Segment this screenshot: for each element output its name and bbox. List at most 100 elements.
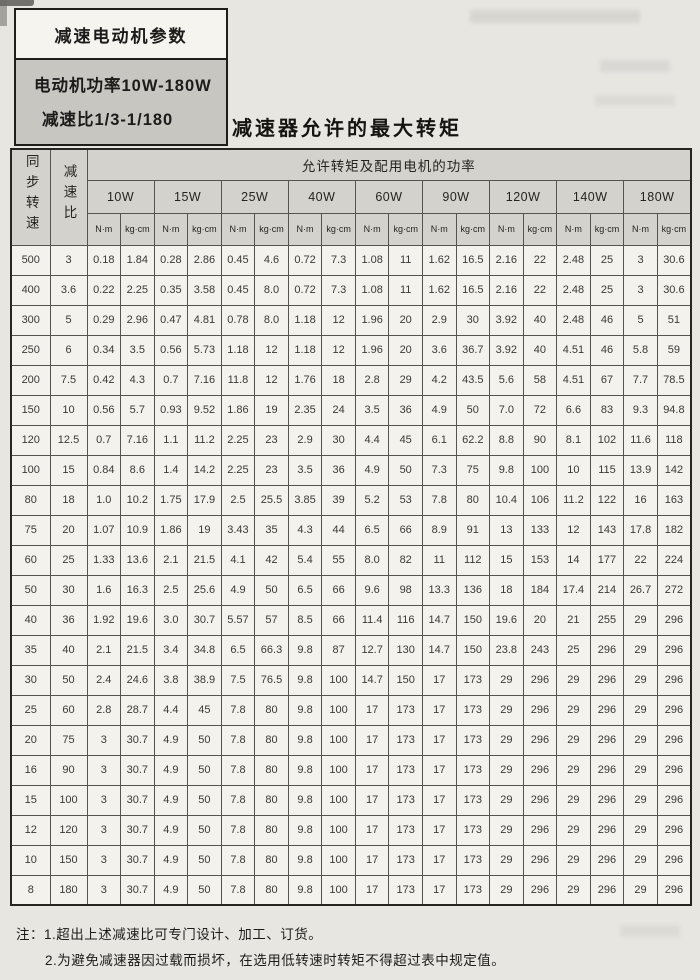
value-cell: 115 <box>589 454 625 486</box>
value-cell: 10.4 <box>489 484 524 516</box>
value-cell: 3 <box>86 874 122 906</box>
value-cell: 173 <box>455 724 491 756</box>
value-cell: 23 <box>254 424 289 456</box>
value-cell: 7.8 <box>220 694 256 726</box>
value-cell: 7.8 <box>220 784 256 816</box>
speed-cell: 60 <box>10 544 51 576</box>
value-cell: 2.5 <box>153 574 189 606</box>
value-cell: 17 <box>354 814 390 846</box>
value-cell: 8.1 <box>556 424 591 456</box>
value-cell: 25 <box>556 634 591 666</box>
value-cell: 62.2 <box>455 424 491 456</box>
value-cell: 1.18 <box>287 334 323 366</box>
value-cell: 59 <box>656 334 692 366</box>
value-cell: 30.7 <box>120 784 155 816</box>
value-cell: 100 <box>522 454 558 486</box>
value-cell: 22 <box>623 544 658 576</box>
value-cell: 1.96 <box>354 304 390 336</box>
value-cell: 19 <box>187 514 222 546</box>
ratio-column-header: 减速比 <box>49 148 88 246</box>
value-cell: 25 <box>589 244 625 276</box>
value-cell: 16 <box>623 484 658 516</box>
speed-cell: 10 <box>10 844 51 876</box>
value-cell: 44 <box>321 514 356 546</box>
value-cell: 12.7 <box>354 634 390 666</box>
value-cell: 30.7 <box>120 874 155 906</box>
ratio-cell: 40 <box>49 634 88 666</box>
value-cell: 3.85 <box>287 484 323 516</box>
value-cell: 7.16 <box>187 364 222 396</box>
value-cell: 83 <box>589 394 625 426</box>
value-cell: 2.86 <box>187 244 222 276</box>
ratio-cell: 12.5 <box>49 424 88 456</box>
value-cell: 0.47 <box>153 304 189 336</box>
value-cell: 29 <box>489 784 524 816</box>
value-cell: 45 <box>187 694 222 726</box>
value-cell: 40 <box>522 304 558 336</box>
value-cell: 66.3 <box>254 634 289 666</box>
value-cell: 29 <box>623 724 658 756</box>
value-cell: 18 <box>489 574 524 606</box>
value-cell: 3.8 <box>153 664 189 696</box>
value-cell: 2.48 <box>556 304 591 336</box>
value-cell: 296 <box>656 724 692 756</box>
unit-header-nm: N·m <box>623 212 658 246</box>
speed-cell: 20 <box>10 724 51 756</box>
value-cell: 116 <box>388 604 423 636</box>
value-cell: 80 <box>254 754 289 786</box>
value-cell: 2.16 <box>489 274 524 306</box>
value-cell: 29 <box>623 844 658 876</box>
value-cell: 11.4 <box>354 604 390 636</box>
value-cell: 3.5 <box>287 454 323 486</box>
ratio-cell: 75 <box>49 724 88 756</box>
power-column-header: 140W <box>556 179 625 214</box>
value-cell: 1.6 <box>86 574 122 606</box>
value-cell: 173 <box>388 784 423 816</box>
value-cell: 3.4 <box>153 634 189 666</box>
ratio-cell: 25 <box>49 544 88 576</box>
value-cell: 50 <box>254 574 289 606</box>
value-cell: 8.0 <box>254 304 289 336</box>
value-cell: 17 <box>354 874 390 906</box>
value-cell: 25.5 <box>254 484 289 516</box>
speed-cell: 100 <box>10 454 51 486</box>
value-cell: 7.8 <box>220 724 256 756</box>
table-row: 500 3 0.18 1.84 0.28 2.86 0.45 4.6 0.72 7.3 1.08 11… <box>10 244 692 276</box>
value-cell: 296 <box>522 814 558 846</box>
value-cell: 30 <box>321 424 356 456</box>
value-cell: 17 <box>354 784 390 816</box>
value-cell: 42 <box>254 544 289 576</box>
value-cell: 2.25 <box>220 454 256 486</box>
value-cell: 173 <box>455 664 491 696</box>
ratio-cell: 15 <box>49 454 88 486</box>
value-cell: 9.8 <box>287 784 323 816</box>
value-cell: 173 <box>388 844 423 876</box>
value-cell: 29 <box>556 844 591 876</box>
value-cell: 4.1 <box>220 544 256 576</box>
value-cell: 0.29 <box>86 304 122 336</box>
value-cell: 100 <box>321 694 356 726</box>
ratio-cell: 120 <box>49 814 88 846</box>
value-cell: 0.78 <box>220 304 256 336</box>
value-cell: 173 <box>388 724 423 756</box>
table-row: 250 6 0.34 3.5 0.56 5.73 1.18 12 1.18 12 1.96 20 3.6… <box>10 334 692 366</box>
value-cell: 1.33 <box>86 544 122 576</box>
value-cell: 5.57 <box>220 604 256 636</box>
power-header-row: 10W 15W 25W 40W 60W 90W 120W 140W 180W <box>11 179 692 214</box>
scan-artifact <box>0 0 34 6</box>
value-cell: 29 <box>623 874 658 906</box>
value-cell: 16.5 <box>455 274 491 306</box>
value-cell: 8.8 <box>489 424 524 456</box>
value-cell: 296 <box>522 784 558 816</box>
value-cell: 184 <box>522 574 558 606</box>
value-cell: 9.8 <box>287 664 323 696</box>
value-cell: 51 <box>656 304 692 336</box>
value-cell: 80 <box>254 844 289 876</box>
value-cell: 11.6 <box>623 424 658 456</box>
value-cell: 30.7 <box>120 814 155 846</box>
value-cell: 5.2 <box>354 484 390 516</box>
ratio-cell: 18 <box>49 484 88 516</box>
value-cell: 133 <box>522 514 558 546</box>
value-cell: 46 <box>589 304 625 336</box>
info-box-title: 减速电动机参数 <box>16 10 226 60</box>
